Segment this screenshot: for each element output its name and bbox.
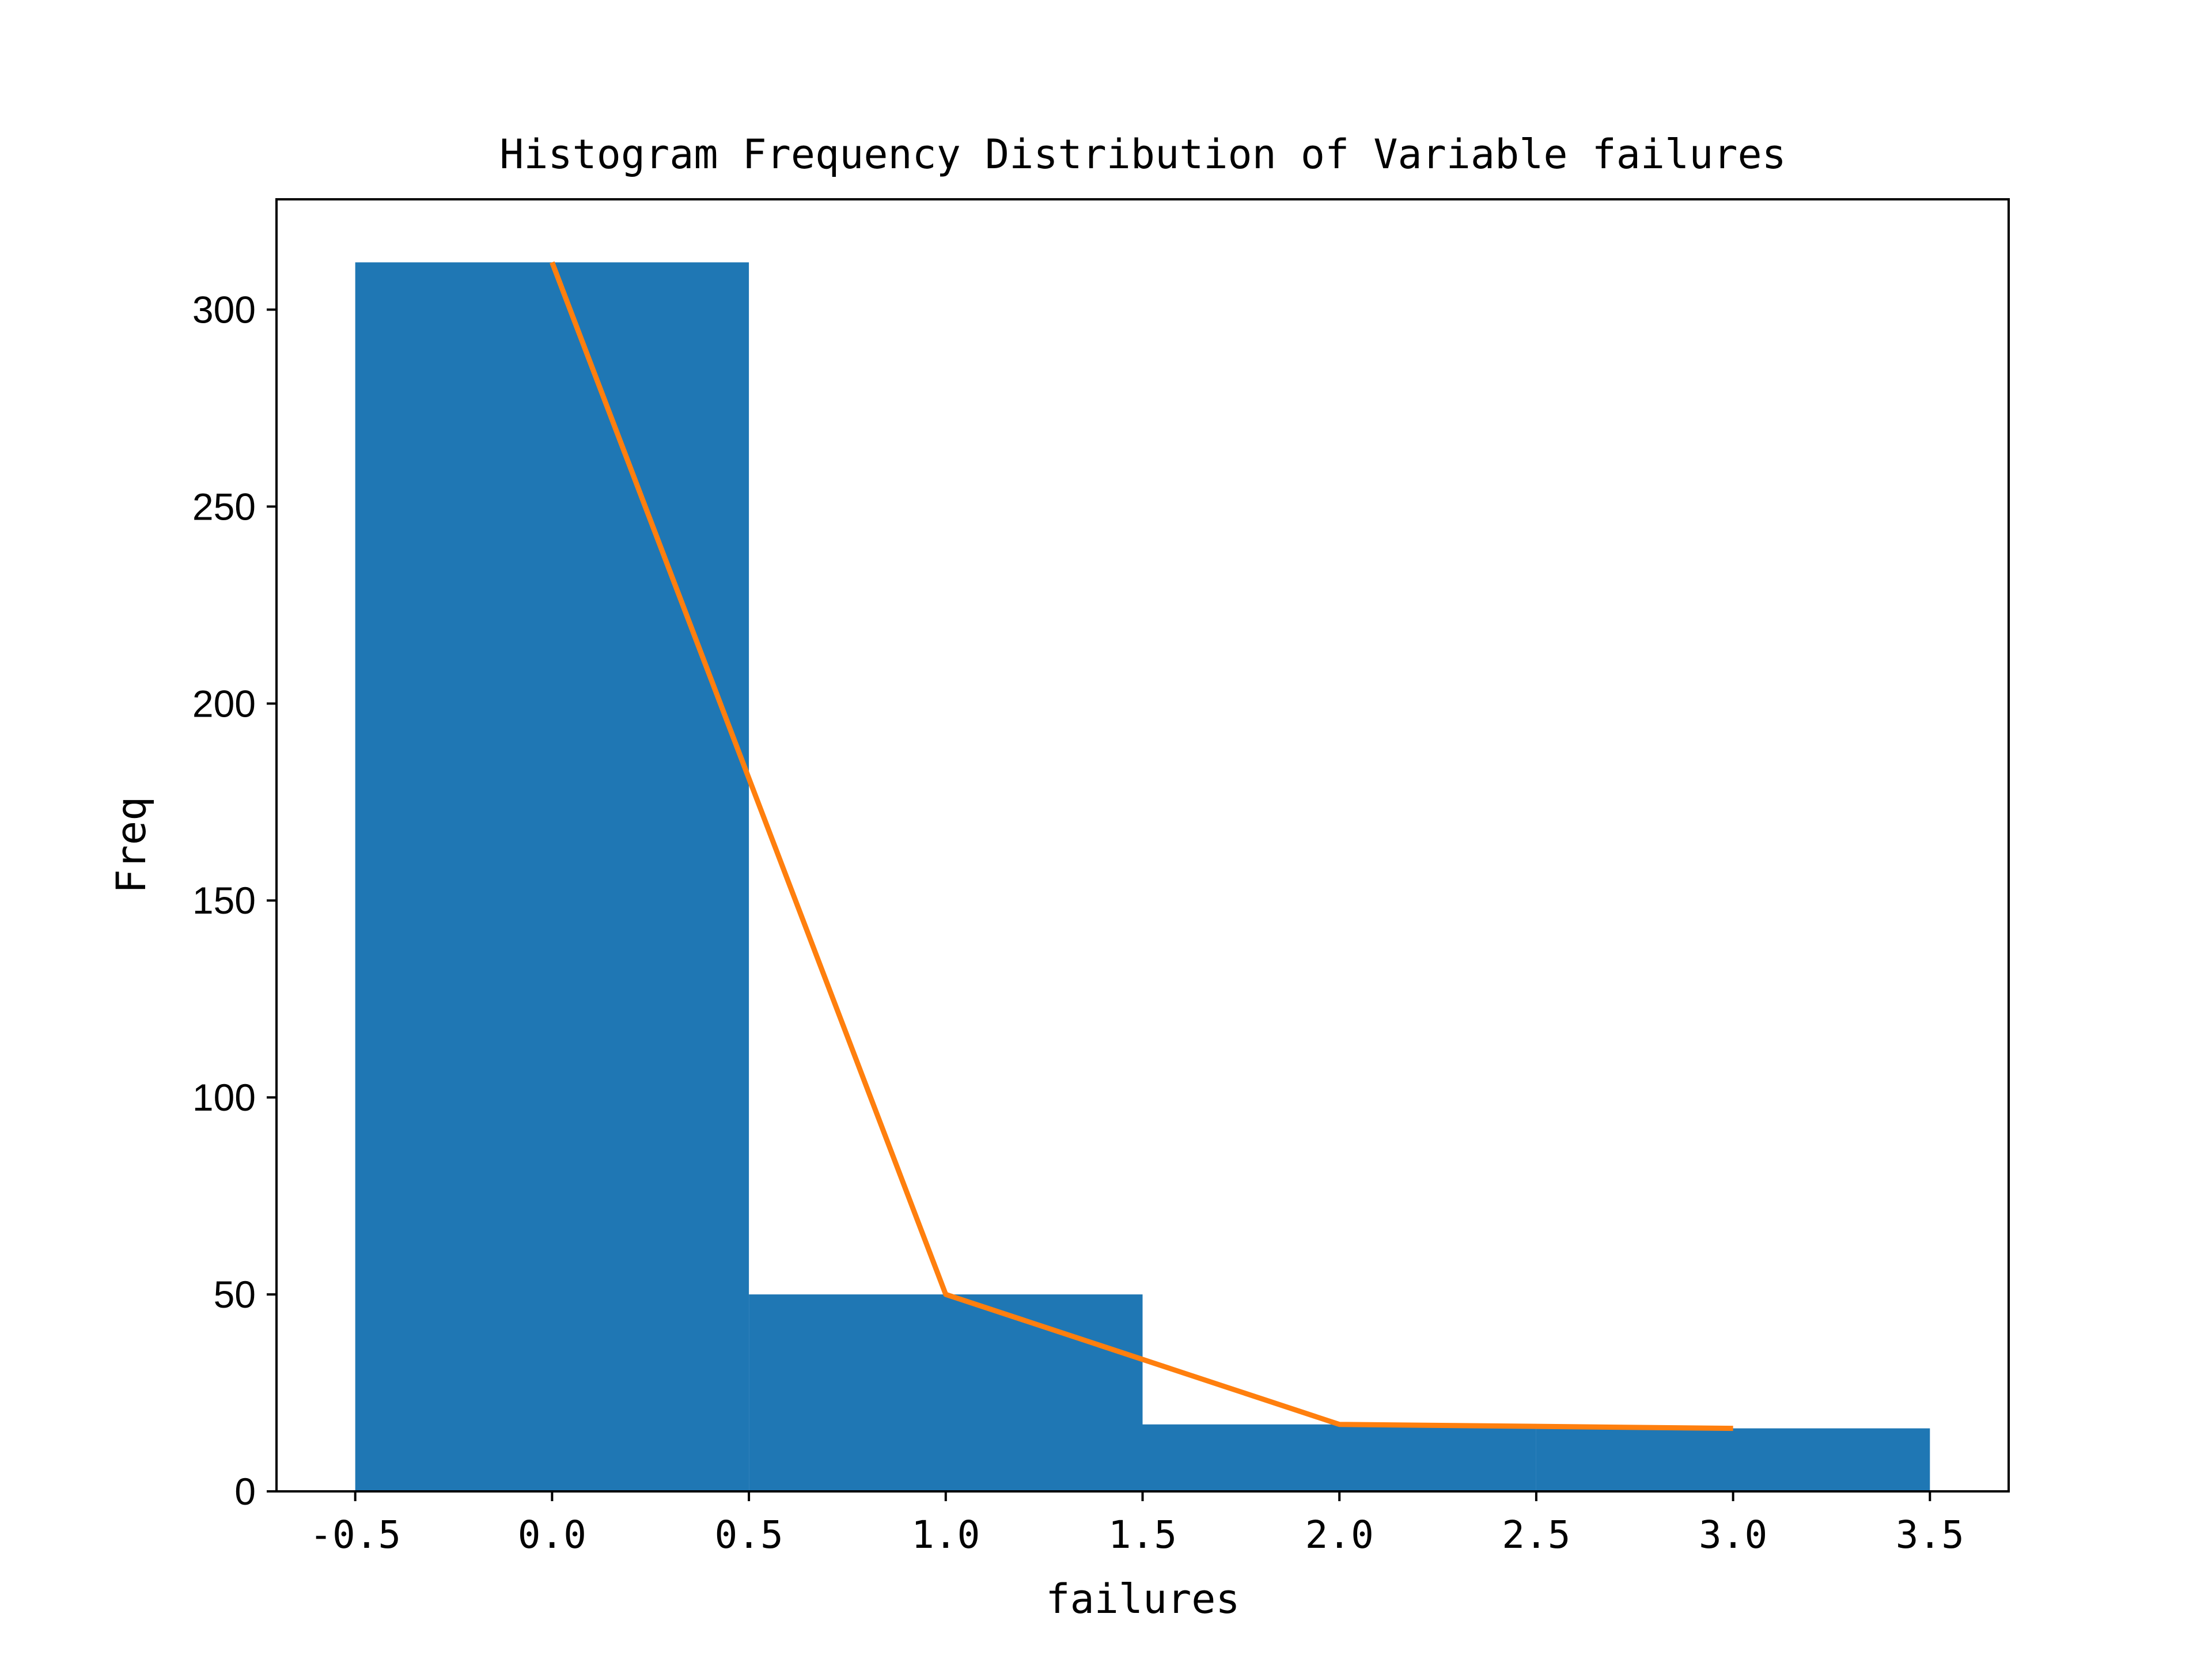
histogram-bar-1	[749, 1294, 1143, 1491]
x-tick-label-3: 1.0	[911, 1513, 980, 1557]
y-tick-label-4: 200	[192, 682, 256, 725]
x-tick-label-0: -0.5	[309, 1513, 401, 1557]
y-axis-ticks: 0 50 100 150 200 250 300	[192, 288, 276, 1513]
y-tick-label-2: 100	[192, 1076, 256, 1119]
y-tick-label-1: 50	[214, 1273, 256, 1316]
x-tick-label-1: 0.0	[518, 1513, 586, 1557]
x-tick-label-2: 0.5	[714, 1513, 783, 1557]
frequency-line-group	[550, 261, 1733, 1431]
x-axis-ticks: -0.5 0.0 0.5 1.0 1.5 2.0 2.5 3.0 3.5	[309, 1491, 1964, 1557]
x-axis-label: failures	[1046, 1575, 1240, 1623]
frequency-line	[550, 261, 1733, 1431]
histogram-bar-0	[355, 262, 749, 1492]
y-tick-label-6: 300	[192, 288, 256, 331]
x-tick-label-4: 1.5	[1108, 1513, 1177, 1557]
x-tick-label-7: 3.0	[1699, 1513, 1767, 1557]
x-tick-label-5: 2.0	[1305, 1513, 1374, 1557]
x-tick-label-6: 2.5	[1502, 1513, 1570, 1557]
y-axis-label: Freq	[108, 797, 155, 894]
x-tick-label-8: 3.5	[1896, 1513, 1964, 1557]
bars-group	[355, 262, 1930, 1492]
y-tick-label-3: 150	[192, 879, 256, 922]
histogram-bar-2	[1142, 1424, 1536, 1491]
y-tick-label-5: 250	[192, 485, 256, 528]
chart-title: Histogram Frequency Distribution of Vari…	[499, 131, 1786, 178]
y-tick-label-0: 0	[234, 1470, 256, 1513]
histogram-bar-3	[1536, 1428, 1930, 1491]
